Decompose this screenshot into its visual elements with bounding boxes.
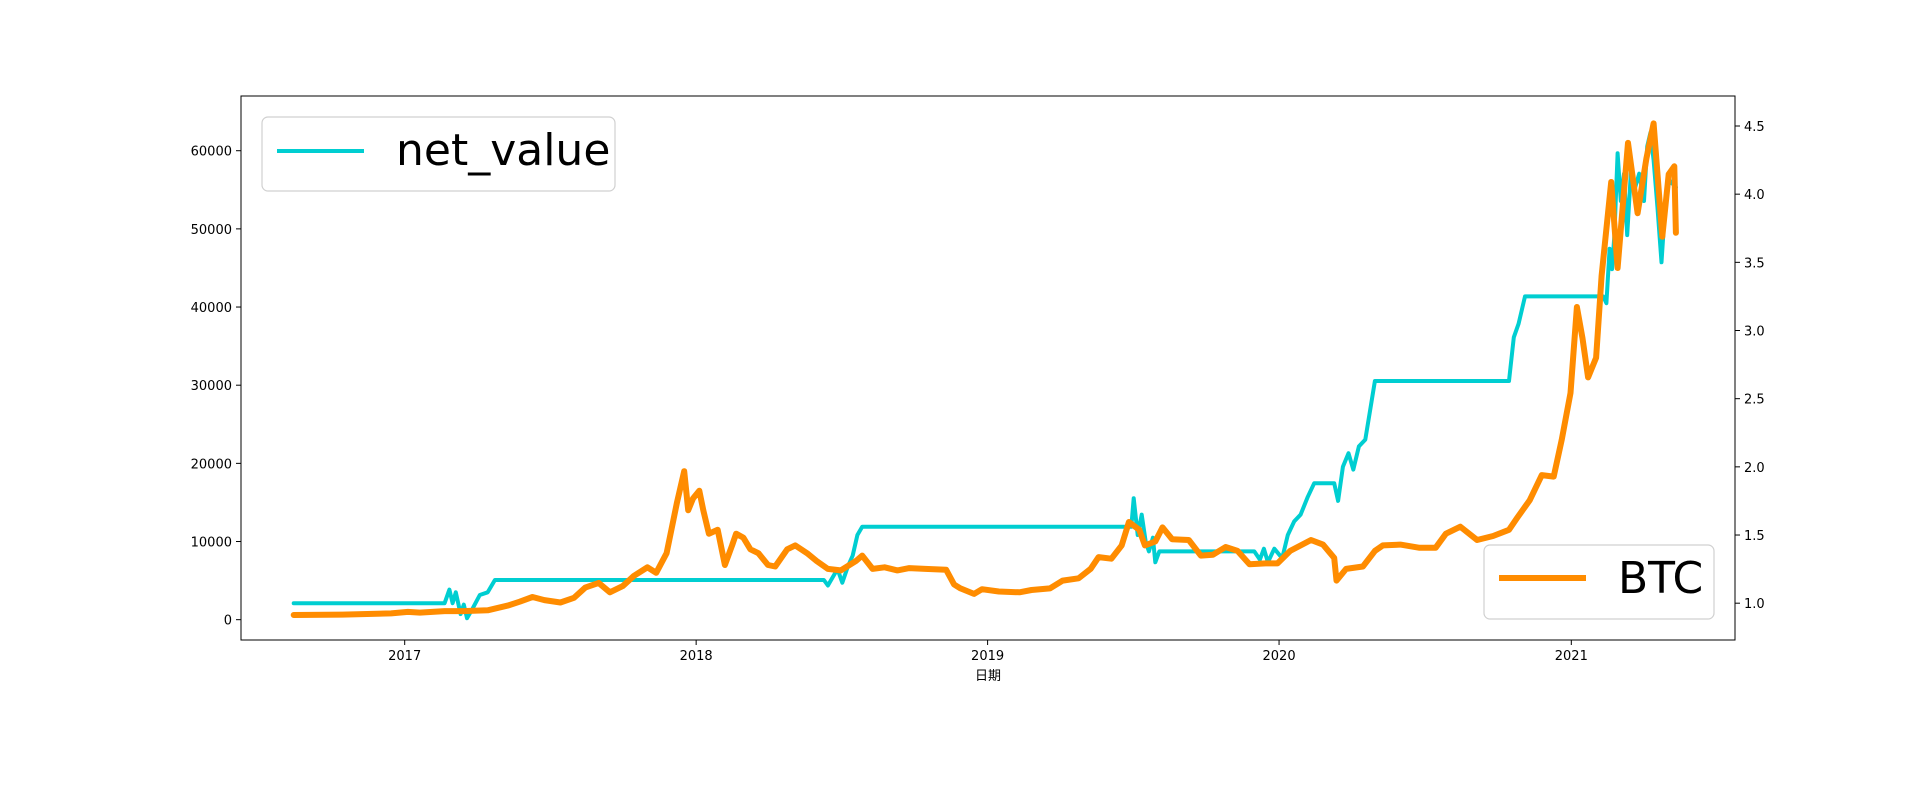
x-tick-label: 2017 [388, 649, 421, 664]
legend-box [261, 116, 616, 192]
y-left-tick-label: 40000 [191, 301, 232, 316]
series-line-btc [290, 120, 1679, 618]
y-left-tick-label: 10000 [191, 536, 232, 551]
x-tick-label: 2020 [1263, 649, 1296, 664]
y-right-tick-label: 2.0 [1744, 461, 1765, 476]
y-axis-left: 0 10000 20000 30000 40000 50000 60000 [191, 145, 241, 629]
legend-label-btc: BTC [1618, 553, 1703, 604]
y-left-tick-label: 50000 [191, 223, 232, 238]
y-right-tick-label: 1.0 [1744, 597, 1765, 612]
legend-label-net-value: net_value [396, 125, 610, 176]
y-left-tick-label: 20000 [191, 457, 232, 472]
legend-net-value: net_value [261, 116, 616, 192]
y-right-tick-label: 3.0 [1744, 325, 1765, 340]
x-tick-label: 2018 [680, 649, 713, 664]
x-tick-label: 2021 [1555, 649, 1588, 664]
x-tick-label: 2019 [971, 649, 1004, 664]
series-line-net-value [291, 130, 1678, 621]
y-right-tick-label: 4.0 [1744, 188, 1765, 203]
legend-btc: BTC [1483, 544, 1715, 620]
y-right-tick-label: 1.5 [1744, 529, 1765, 544]
y-right-tick-label: 4.5 [1744, 120, 1765, 135]
series-layer [290, 120, 1679, 621]
y-axis-right: 1.0 1.5 2.0 2.5 3.0 3.5 4.0 4.5 [1735, 120, 1765, 612]
x-axis: 2017 2018 2019 2020 2021 [388, 640, 1588, 664]
x-axis-label: 日期 [975, 669, 1001, 684]
y-left-tick-label: 0 [224, 614, 232, 629]
y-left-tick-label: 60000 [191, 145, 232, 160]
y-right-tick-label: 2.5 [1744, 393, 1765, 408]
y-left-tick-label: 30000 [191, 379, 232, 394]
y-right-tick-label: 3.5 [1744, 256, 1765, 271]
legend-box [1483, 544, 1715, 620]
